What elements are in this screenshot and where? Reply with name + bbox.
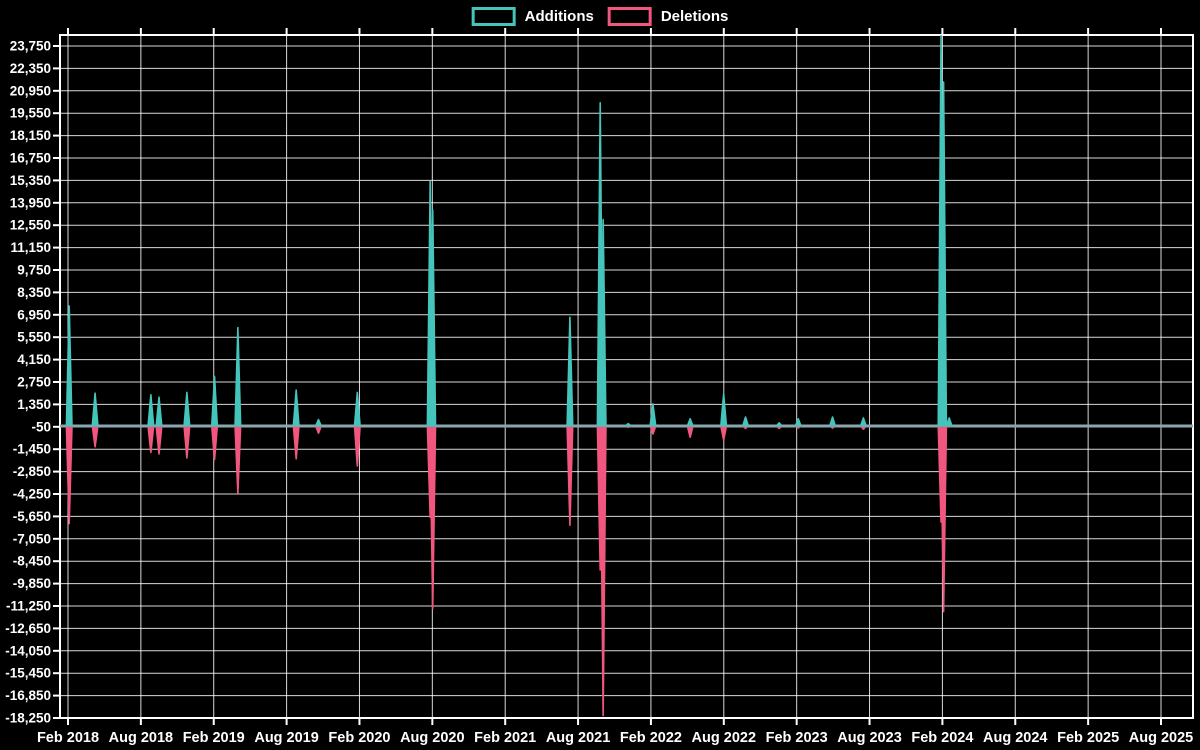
additions-spike bbox=[292, 389, 300, 427]
deletions-spike bbox=[314, 425, 323, 434]
deletions-spike bbox=[147, 425, 155, 454]
additions-spike bbox=[649, 403, 657, 427]
deletions-swatch-icon bbox=[607, 7, 652, 26]
additions-spike bbox=[686, 418, 694, 427]
y-tick-label: -7,050 bbox=[13, 531, 51, 546]
y-tick-label: 12,550 bbox=[10, 218, 51, 233]
y-tick-label: 15,350 bbox=[10, 173, 51, 188]
x-tick-label: Feb 2018 bbox=[37, 730, 99, 746]
series-group bbox=[65, 35, 953, 717]
x-tick-label: Feb 2021 bbox=[474, 730, 536, 746]
deletions-spike bbox=[292, 425, 300, 460]
y-tick-label: -50 bbox=[31, 419, 51, 434]
y-tick-label: 1,350 bbox=[17, 397, 51, 412]
additions-spike bbox=[314, 418, 323, 427]
y-tick-label: -9,850 bbox=[13, 576, 51, 591]
legend-label-additions: Additions bbox=[524, 8, 594, 25]
y-tick-label: 8,350 bbox=[17, 285, 51, 300]
legend-item-deletions[interactable]: Deletions bbox=[607, 7, 729, 26]
y-tick-label: -1,450 bbox=[13, 442, 51, 457]
y-tick-label: 6,950 bbox=[17, 307, 51, 322]
y-tick-label: -8,450 bbox=[13, 554, 51, 569]
y-tick-label: -16,850 bbox=[5, 688, 51, 703]
deletions-spike bbox=[65, 425, 73, 525]
y-tick-label: 22,350 bbox=[10, 61, 51, 76]
x-tick-label: Aug 2024 bbox=[983, 730, 1047, 746]
additions-spike bbox=[741, 416, 750, 427]
y-tick-label: -12,650 bbox=[5, 621, 51, 636]
deletions-spike bbox=[210, 425, 219, 461]
x-tick-label: Aug 2019 bbox=[254, 730, 318, 746]
deletions-spike bbox=[686, 425, 694, 438]
additions-spike bbox=[183, 391, 191, 427]
y-tick-label: -11,250 bbox=[6, 599, 51, 614]
deletions-spike bbox=[599, 425, 607, 717]
additions-swatch-icon bbox=[471, 7, 516, 26]
y-tick-label: 9,750 bbox=[17, 263, 51, 278]
additions-spike bbox=[859, 417, 867, 427]
y-tick-label: 2,750 bbox=[17, 375, 51, 390]
x-tick-label: Aug 2023 bbox=[837, 730, 901, 746]
additions-spike bbox=[353, 391, 361, 427]
x-tick-label: Feb 2022 bbox=[620, 730, 682, 746]
y-tick-label: 11,150 bbox=[10, 240, 51, 255]
deletions-spike bbox=[234, 425, 242, 494]
additions-spike bbox=[794, 418, 802, 427]
x-tick-label: Aug 2025 bbox=[1129, 730, 1193, 746]
y-tick-label: -4,250 bbox=[13, 487, 51, 502]
additions-spike bbox=[234, 326, 242, 427]
plot-border bbox=[59, 34, 1194, 719]
additions-spike bbox=[939, 81, 948, 427]
additions-spike bbox=[945, 417, 953, 427]
additions-spike bbox=[566, 316, 574, 427]
legend-label-deletions: Deletions bbox=[660, 8, 729, 25]
y-tick-label: -5,650 bbox=[13, 509, 51, 524]
additions-spike bbox=[155, 396, 163, 427]
x-tick-label: Aug 2022 bbox=[692, 730, 756, 746]
y-tick-label: 23,750 bbox=[10, 39, 51, 54]
x-tick-label: Feb 2024 bbox=[911, 730, 973, 746]
x-tick-label: Feb 2023 bbox=[766, 730, 828, 746]
additions-spike bbox=[775, 422, 783, 427]
x-tick-label: Feb 2020 bbox=[328, 730, 390, 746]
y-tick-label: 16,750 bbox=[10, 151, 51, 166]
x-tick-label: Aug 2020 bbox=[400, 730, 464, 746]
y-tick-label: 20,950 bbox=[10, 83, 51, 98]
y-tick-label: -14,050 bbox=[5, 643, 51, 658]
x-tick-label: Feb 2025 bbox=[1057, 730, 1119, 746]
x-tick-label: Aug 2021 bbox=[546, 730, 610, 746]
y-tick-label: 13,950 bbox=[10, 195, 51, 210]
deletions-spike bbox=[155, 425, 163, 455]
y-tick-label: -18,250 bbox=[5, 711, 51, 726]
y-tick-label: 5,550 bbox=[17, 330, 51, 345]
additions-spike bbox=[65, 305, 73, 427]
additions-spike bbox=[91, 392, 99, 427]
legend-item-additions[interactable]: Additions bbox=[471, 7, 594, 26]
additions-spike bbox=[828, 416, 837, 427]
deletions-spike bbox=[183, 425, 191, 459]
additions-spike bbox=[147, 394, 155, 427]
y-tick-label: -2,850 bbox=[13, 464, 51, 479]
deletions-spike bbox=[429, 425, 437, 610]
chart-legend: Additions Deletions bbox=[471, 7, 729, 26]
deletions-spike bbox=[566, 425, 574, 526]
x-tick-label: Aug 2018 bbox=[109, 730, 173, 746]
y-tick-label: 19,550 bbox=[10, 106, 51, 121]
y-tick-label: 18,150 bbox=[10, 128, 51, 143]
additions-spike bbox=[210, 375, 219, 427]
additions-spike bbox=[429, 209, 437, 427]
x-tick-label: Feb 2019 bbox=[183, 730, 245, 746]
additions-spike bbox=[599, 218, 607, 427]
deletions-spike bbox=[720, 425, 728, 441]
y-tick-label: 4,150 bbox=[17, 352, 51, 367]
deletions-spike bbox=[91, 425, 99, 448]
additions-spike bbox=[624, 422, 632, 427]
additions-spike bbox=[720, 393, 728, 427]
y-tick-label: -15,450 bbox=[5, 666, 51, 681]
